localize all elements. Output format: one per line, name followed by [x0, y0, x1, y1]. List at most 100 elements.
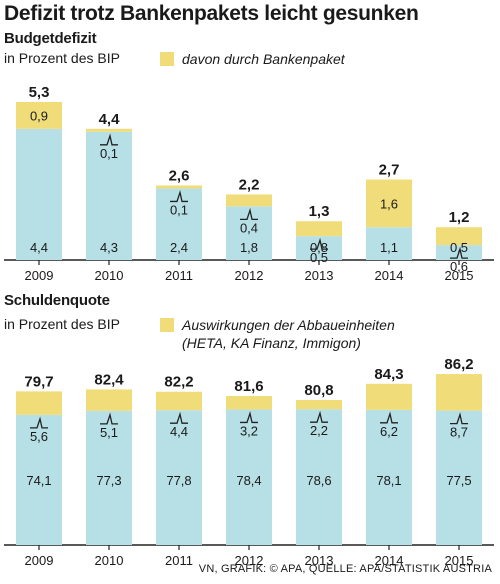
base-value-label-2015: 0,5: [450, 240, 468, 255]
extra-value-label-2015: 0,6: [450, 259, 468, 274]
break-icon-2009: [30, 416, 48, 429]
chart2-legend-label-2: (HETA, KA Finanz, Immigon): [182, 335, 361, 351]
break-icon-2014: [380, 411, 398, 424]
break-icon-2015: [450, 412, 468, 425]
break-icon-2013: [310, 410, 328, 423]
bar-extra-2015: [436, 227, 482, 246]
extra-value-label-2013: 0,5: [310, 250, 328, 265]
base-value-label-2014: 1,1: [380, 240, 398, 255]
bar-extra-2011: [156, 391, 202, 411]
chart2-legend-label: Auswirkungen der Abbaueinheiten: [182, 317, 395, 333]
bar-base-2011: [156, 188, 202, 260]
bar-base-2010: [86, 410, 132, 545]
bar-base-2013: [296, 236, 342, 260]
x-tick-label-2009: 2009: [25, 268, 54, 283]
bar-base-2014: [366, 409, 412, 545]
break-icon-2015: [450, 246, 468, 259]
x-tick-label-2015: 2015: [445, 553, 474, 568]
budget-deficit-chart: 2009 4,4 5,3 0,9 2010 4,3 4,4 0,1 2011 2,4 2,6 0,1 2…: [4, 84, 494, 283]
headline: Defizit trotz Bankenpakets leicht gesunk…: [4, 2, 419, 25]
total-label-2010: 82,4: [94, 371, 124, 388]
bar-extra-2010: [86, 389, 132, 411]
bar-base-2010: [86, 131, 132, 260]
break-icon-2012: [240, 411, 258, 424]
bar-extra-2011: [156, 185, 202, 189]
total-label-2015: 1,2: [449, 209, 470, 226]
break-icon-2010: [100, 412, 118, 425]
bar-base-2013: [296, 409, 342, 545]
chart2-subtitle: in Prozent des BIP: [4, 316, 120, 332]
total-label-2011: 2,6: [169, 167, 190, 184]
bar-extra-2009: [16, 102, 62, 129]
extra-value-label-2009: 0,9: [30, 108, 48, 123]
extra-value-label-2012: 3,2: [240, 423, 258, 438]
bar-base-2012: [226, 409, 272, 545]
bar-extra-2012: [226, 396, 272, 410]
base-value-label-2009: 74,1: [26, 473, 51, 488]
x-tick-label-2013: 2013: [305, 553, 334, 568]
total-label-2010: 4,4: [99, 111, 121, 128]
base-value-label-2011: 2,4: [170, 240, 188, 255]
bar-extra-2014: [366, 179, 412, 228]
chart1-subtitle: in Prozent des BIP: [4, 50, 120, 66]
x-tick-label-2012: 2012: [235, 268, 264, 283]
x-tick-label-2010: 2010: [95, 553, 124, 568]
chart1-legend-label: davon durch Bankenpaket: [182, 51, 345, 67]
bar-base-2014: [366, 227, 412, 260]
total-label-2014: 2,7: [379, 162, 400, 179]
x-tick-label-2009: 2009: [25, 553, 54, 568]
x-tick-label-2014: 2014: [375, 553, 404, 568]
base-value-label-2011: 77,8: [166, 473, 191, 488]
extra-value-label-2011: 4,4: [170, 424, 188, 439]
extra-value-label-2010: 0,1: [100, 146, 118, 161]
extra-value-label-2014: 6,2: [380, 424, 398, 439]
base-value-label-2009: 4,4: [30, 240, 48, 255]
bar-extra-2009: [16, 391, 62, 415]
bar-extra-2013: [296, 399, 342, 410]
break-icon-2012: [240, 207, 258, 220]
total-label-2013: 80,8: [304, 382, 333, 399]
bar-extra-2012: [226, 194, 272, 207]
debt-ratio-chart: 2009 74,1 79,7 5,6 2010 77,3 82,4 5,1 2011 77,8 82…: [4, 356, 494, 568]
base-value-label-2012: 1,8: [240, 240, 258, 255]
bar-extra-2014: [366, 383, 412, 410]
bar-base-2009: [16, 128, 62, 260]
total-label-2014: 84,3: [374, 366, 403, 383]
chart2-legend-swatch: [160, 318, 174, 332]
extra-value-label-2009: 5,6: [30, 429, 48, 444]
x-tick-label-2010: 2010: [95, 268, 124, 283]
total-label-2013: 1,3: [309, 203, 330, 220]
base-value-label-2010: 4,3: [100, 240, 118, 255]
extra-value-label-2015: 8,7: [450, 425, 468, 440]
base-value-label-2012: 78,4: [236, 473, 261, 488]
extra-value-label-2011: 0,1: [170, 202, 188, 217]
total-label-2009: 79,7: [24, 373, 53, 390]
total-label-2011: 82,2: [164, 374, 193, 391]
base-value-label-2013: 78,6: [306, 473, 331, 488]
extra-value-label-2010: 5,1: [100, 425, 118, 440]
chart1-legend-swatch: [160, 52, 174, 66]
base-value-label-2013: 0,8: [310, 240, 328, 255]
x-tick-label-2011: 2011: [165, 268, 193, 283]
extra-value-label-2012: 0,4: [240, 220, 258, 235]
x-tick-label-2015: 2015: [445, 268, 474, 283]
bar-extra-2010: [86, 128, 132, 132]
total-label-2012: 2,2: [239, 176, 260, 193]
chart2-title: Schuldenquote: [4, 292, 110, 309]
extra-value-label-2014: 1,6: [380, 196, 398, 211]
x-tick-label-2012: 2012: [235, 553, 264, 568]
x-tick-label-2011: 2011: [165, 553, 193, 568]
source-footer: VN, GRAFIK: © APA, QUELLE: APA/STATISTIK…: [198, 563, 492, 575]
base-value-label-2014: 78,1: [376, 473, 401, 488]
bar-base-2009: [16, 414, 62, 545]
total-label-2009: 5,3: [29, 84, 50, 101]
extra-value-label-2013: 2,2: [310, 423, 328, 438]
total-label-2015: 86,2: [444, 356, 473, 373]
break-icon-2011: [170, 411, 188, 424]
total-label-2012: 81,6: [234, 378, 263, 395]
break-icon-2013: [310, 237, 328, 250]
x-tick-label-2014: 2014: [375, 268, 404, 283]
bar-extra-2015: [436, 374, 482, 411]
chart1-title: Budgetdefizit: [4, 30, 97, 47]
bar-base-2015: [436, 410, 482, 545]
